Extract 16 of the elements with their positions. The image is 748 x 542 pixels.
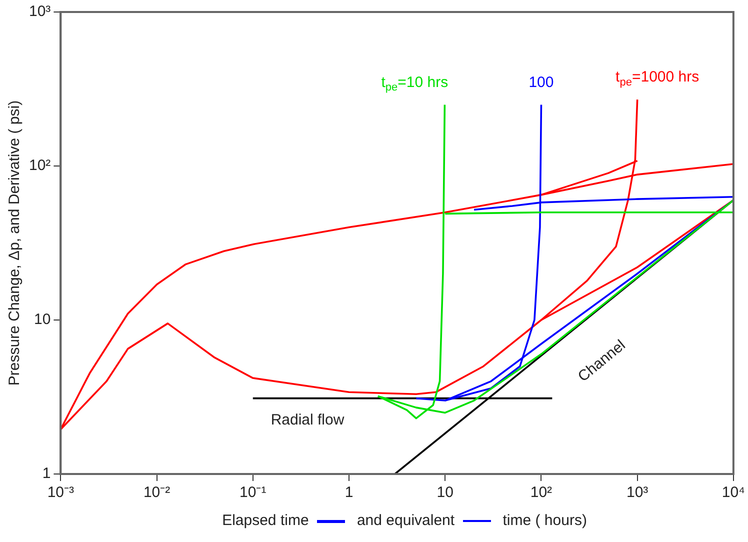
text: Elapsed time and equivalent time ( hours)	[222, 512, 587, 529]
y-tick-label: 10	[34, 311, 51, 328]
annotation: 100	[528, 74, 554, 91]
x-tick-label: 1	[344, 484, 354, 502]
x-tick-label: 10	[436, 484, 454, 502]
x-tick-label: 10³	[626, 484, 648, 502]
y-tick-label: 10²	[28, 157, 51, 174]
x-tick-label: 10⁻³	[47, 484, 74, 502]
annotation: Radial flow	[270, 411, 344, 428]
y-axis-title: Pressure Change, Δp, and Derivative ( psi)	[6, 100, 24, 386]
x-tick-label: 10⁻¹	[240, 484, 266, 502]
x-tick-label: 10⁻²	[143, 484, 170, 502]
y-tick-label: 1	[42, 465, 51, 482]
x-tick-label: 10⁴	[722, 484, 746, 502]
x-tick-label: 10²	[530, 484, 552, 502]
y-tick-label: 10³	[28, 3, 51, 20]
